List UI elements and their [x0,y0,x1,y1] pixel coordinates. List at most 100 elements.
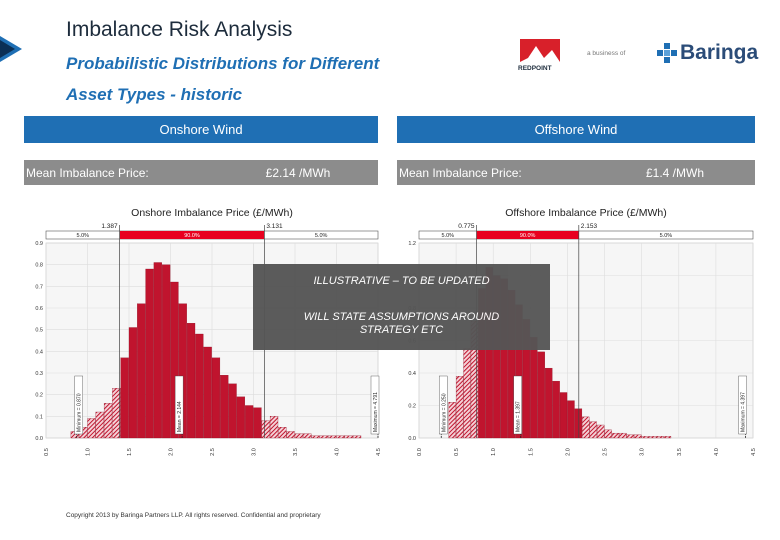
onshore-bar [137,303,146,439]
onshore-y-tick-label: 0.9 [35,241,43,247]
offshore-y-tick-label: 1.2 [408,241,416,247]
offshore-x-tick-label: 2.5 [603,448,609,456]
offshore-mean-label-box: Mean Imbalance Price: [397,160,595,185]
onshore-marker-label-box [174,375,184,435]
offshore-bar [455,376,464,439]
onshore-y-tick-label: 0.6 [35,306,43,312]
onshore-y-tick-label: 0.1 [35,414,43,420]
offshore-bar [582,416,590,439]
offshore-bar [634,434,642,439]
onshore-bar [294,433,304,439]
offshore-mean-label: Mean Imbalance Price: [399,165,522,180]
offshore-bar [611,432,620,439]
onshore-x-tick-label: 0.5 [44,448,50,456]
onshore-x-tick-label: 4.0 [335,448,341,456]
onshore-y-tick-label: 0.4 [35,349,43,355]
offshore-chart-title: Offshore Imbalance Price (£/MWh) [505,207,666,219]
offshore-y-tick-label: 0.0 [408,436,416,442]
offshore-bar [648,436,657,439]
page-title: Imbalance Risk Analysis [66,18,293,41]
offshore-x-tick-label: 4.0 [714,448,720,456]
onshore-bar [103,403,113,439]
offshore-bar [530,337,538,439]
offshore-marker-label: Maximum = 4.397 [741,392,747,432]
slide-marker-inner-icon [0,40,15,58]
onshore-bar [220,375,229,439]
offshore-bar [574,408,583,439]
onshore-bar [170,281,179,439]
offshore-bar [656,436,664,439]
redpoint-logo: REDPOINT [518,36,562,74]
offshore-bar [663,436,672,439]
overlay-line3: STRATEGY ETC [359,324,444,336]
baringa-mark-icon [656,42,678,64]
offshore-band-strip [418,230,754,240]
onshore-mean-label: Mean Imbalance Price: [26,165,149,180]
onshore-x-tick-label: 1.0 [86,448,92,456]
onshore-chart-title: Onshore Imbalance Price (£/MWh) [131,207,293,219]
offshore-x-tick-label: 0.0 [417,448,423,456]
onshore-bar [352,435,362,439]
offshore-band-label-middle: 90.0% [520,233,536,239]
onshore-y-tick-label: 0.2 [35,393,43,399]
offshore-x-tick-label: 4.5 [751,448,757,456]
onshore-bar [162,264,171,439]
onshore-bar [269,416,279,439]
offshore-bar [596,424,605,439]
onshore-marker-label-box [74,375,83,435]
onshore-bar [228,383,237,439]
overlay-line1: ILLUSTRATIVE – TO BE UPDATED [313,275,490,287]
onshore-marker-label: Mean = 2.144 [177,401,183,432]
onshore-bar [336,435,345,439]
onshore-marker-label: Maximum = 4.791 [373,392,379,432]
onshore-bar [303,433,312,439]
offshore-bar [537,351,545,439]
page-subtitle-line2: Asset Types - historic [66,85,243,104]
offshore-bar [604,429,612,439]
onshore-bar [328,435,337,439]
copyright-text: Copyright 2013 by Baringa Partners LLP. … [66,512,321,519]
onshore-x-tick-label: 3.0 [252,448,258,456]
offshore-marker-label-box [738,375,747,435]
onshore-bar [278,427,287,439]
onshore-x-tick-label: 1.5 [127,448,133,456]
logo-connector-text: a business of [587,50,626,57]
offshore-x-tick-label: 0.5 [454,448,460,456]
redpoint-mark-icon [520,39,560,62]
onshore-bar [128,327,138,439]
onshore-band-marker-low: 1.387 [101,223,118,230]
offshore-bar [626,434,634,439]
onshore-mean-value-box: £2.14 /MWh [218,160,378,185]
onshore-y-tick-label: 0.5 [35,328,43,334]
onshore-band-label-left: 5.0% [77,233,90,239]
onshore-x-tick-label: 3.5 [293,448,299,456]
offshore-header: Offshore Wind [397,116,755,143]
offshore-x-tick-label: 1.5 [528,448,534,456]
onshore-bar [245,405,254,439]
illustrative-overlay: ILLUSTRATIVE – TO BE UPDATED WILL STATE … [253,264,550,350]
onshore-bar [195,333,204,439]
onshore-bar [87,418,96,439]
onshore-bar [236,396,245,439]
onshore-bar [261,420,270,439]
onshore-bar [311,435,320,439]
redpoint-logo-text: REDPOINT [518,65,552,72]
onshore-bar [344,435,353,439]
offshore-bar [545,367,553,439]
onshore-bar [153,262,162,439]
offshore-bar [552,380,560,439]
offshore-bar [641,436,649,439]
offshore-band-highlight [476,231,579,239]
onshore-x-tick-label: 2.5 [210,448,216,456]
offshore-y-tick-label: 0.4 [408,371,416,377]
offshore-bar [619,432,627,439]
onshore-mean-value: £2.14 /MWh [265,165,331,180]
offshore-x-tick-label: 2.0 [565,448,571,456]
onshore-bar [286,431,295,439]
offshore-x-tick-label: 3.0 [640,448,646,456]
onshore-bar [95,411,104,439]
offshore-x-tick-label: 1.0 [491,448,497,456]
onshore-marker-label-box [370,375,380,435]
overlay-line2: WILL STATE ASSUMPTIONS AROUND [303,311,500,323]
onshore-x-tick-label: 4.5 [376,448,382,456]
